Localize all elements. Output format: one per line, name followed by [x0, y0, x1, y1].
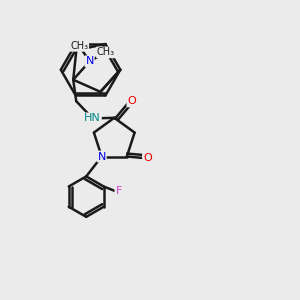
Text: F: F: [116, 186, 122, 196]
Text: N: N: [85, 56, 94, 66]
Text: CH₃: CH₃: [97, 47, 115, 57]
Text: HN: HN: [84, 113, 101, 123]
Text: O: O: [143, 153, 152, 163]
Text: N: N: [98, 152, 106, 161]
Text: O: O: [128, 96, 136, 106]
Text: CH₃: CH₃: [70, 41, 88, 51]
